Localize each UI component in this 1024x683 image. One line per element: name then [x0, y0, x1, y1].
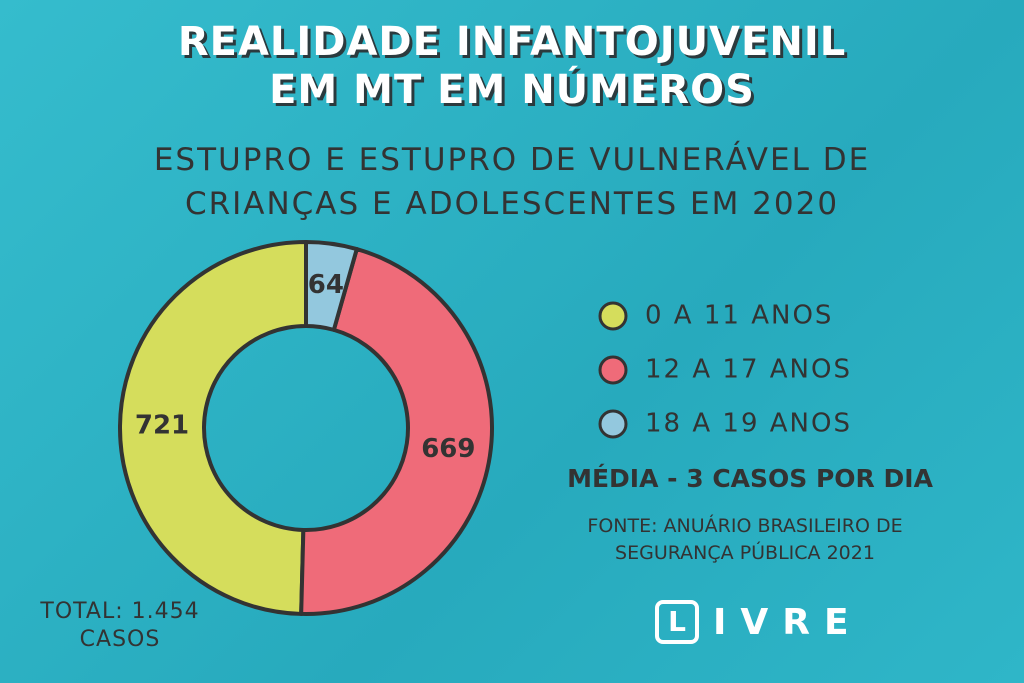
brand-text: IVRE [713, 601, 863, 643]
legend-label: 0 A 11 ANOS [645, 301, 833, 331]
donut-segment [304, 240, 359, 332]
legend-swatch [598, 355, 628, 385]
donut-segment [299, 247, 494, 616]
data-label: 669 [421, 434, 475, 464]
legend-label: 18 A 19 ANOS [645, 409, 852, 439]
brand-mark: L [655, 600, 699, 644]
source: FONTE: ANUÁRIO BRASILEIRO DE SEGURANÇA P… [587, 515, 903, 564]
total-label: TOTAL: 1.454 CASOS [40, 599, 200, 652]
donut-segment [118, 240, 308, 616]
data-label: 721 [135, 411, 189, 441]
subtitle: ESTUPRO E ESTUPRO DE VULNERÁVEL DE CRIAN… [153, 142, 871, 222]
title: REALIDADE INFANTOJUVENIL EM MT EM NÚMERO… [177, 19, 847, 113]
legend-label: 12 A 17 ANOS [645, 355, 852, 385]
legend-swatch [598, 301, 628, 331]
legend-swatch [598, 409, 628, 439]
data-label: 64 [308, 270, 344, 300]
annotation: MÉDIA - 3 CASOS POR DIA [567, 464, 933, 493]
brand-logo: L IVRE [655, 600, 863, 644]
